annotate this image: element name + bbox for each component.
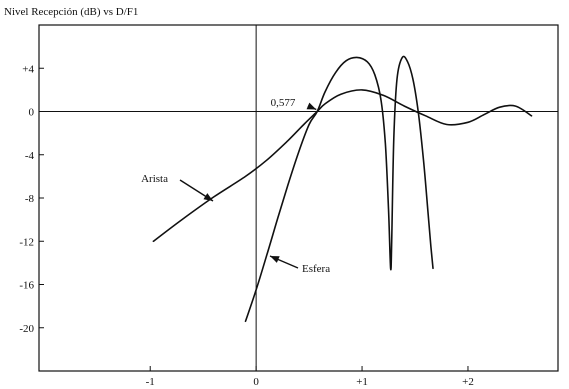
y-tick-label: -8 <box>25 193 35 205</box>
y-tick-label: -16 <box>19 280 34 292</box>
x-tick-label: +1 <box>356 376 368 388</box>
plot-frame <box>38 24 559 372</box>
y-tick-label: -12 <box>19 236 34 248</box>
series-esfera-line <box>244 55 434 323</box>
annotation-value-label: 0,577 <box>271 97 296 109</box>
chart-title: Nivel Recepción (dB) vs D/F1 <box>4 6 139 18</box>
x-tick-label: 0 <box>253 376 259 388</box>
annotation-arista-arrowhead <box>203 193 213 201</box>
annotation-arista-label: Arista <box>141 173 168 185</box>
x-tick-label: +2 <box>462 376 474 388</box>
y-tick-label: 0 <box>29 107 35 119</box>
y-tick-label: -20 <box>19 323 34 335</box>
annotation-esfera-arrowhead <box>270 256 280 263</box>
annotation-esfera-label: Esfera <box>302 263 330 275</box>
y-tick-label: -4 <box>25 150 35 162</box>
y-tick-label: +4 <box>22 63 34 75</box>
annotation-value-arrowhead <box>306 102 317 110</box>
x-tick-label: -1 <box>146 376 155 388</box>
series-arista-line <box>152 89 533 243</box>
